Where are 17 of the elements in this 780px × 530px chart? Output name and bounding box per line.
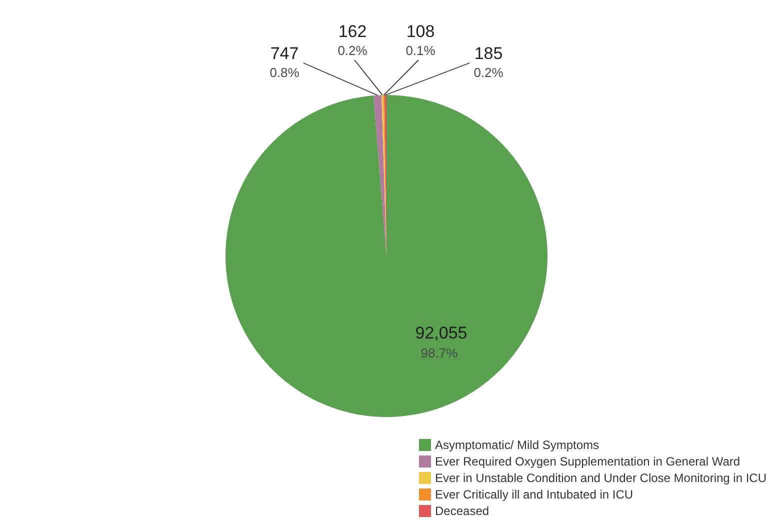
data-label: 108: [406, 22, 435, 41]
data-label: 92,055: [415, 323, 468, 342]
pie-slice: [226, 95, 548, 417]
legend-label: Ever Required Oxygen Supplementation in General Ward: [435, 454, 740, 468]
text: 0.8%: [270, 65, 300, 80]
pie-slice: [373, 95, 386, 256]
text: 0.2%: [338, 43, 368, 58]
text: 0.1%: [406, 43, 436, 58]
data-label: 747: [270, 44, 299, 63]
data-label: 162: [338, 22, 367, 41]
legend-label: Ever Critically ill and Intubated in ICU: [435, 488, 634, 502]
legend-label: Ever in Unstable Condition and Under Close Monitoring in ICU: [435, 471, 766, 485]
data-label: 185: [474, 44, 503, 63]
text: 0.2%: [474, 65, 504, 80]
text: 98.7%: [420, 345, 458, 360]
legend-label: Deceased: [435, 504, 490, 518]
legend-label: Asymptomatic/ Mild Symptoms: [435, 438, 600, 452]
